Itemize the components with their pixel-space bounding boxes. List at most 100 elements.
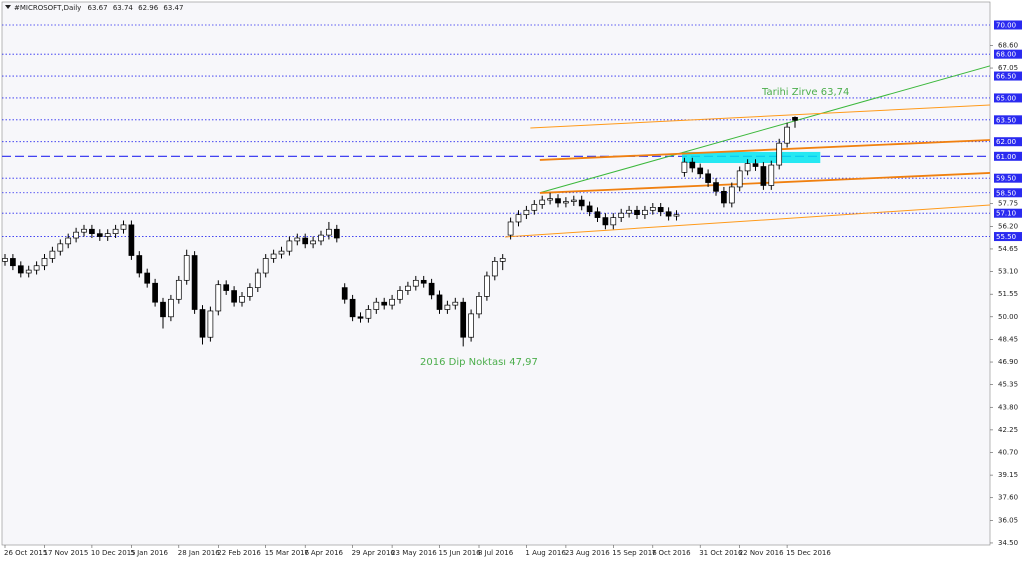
candle-body bbox=[507, 221, 514, 236]
candle-body bbox=[33, 265, 40, 271]
y-tick-label: 53.10 bbox=[998, 268, 1018, 276]
y-tick-label: 36.05 bbox=[998, 516, 1018, 524]
candle-body bbox=[160, 301, 166, 318]
candle-body bbox=[405, 285, 411, 291]
candle-body bbox=[373, 301, 380, 310]
x-tick-label: 15 Mar 2016 bbox=[265, 549, 310, 557]
level-label: 70.00 bbox=[996, 21, 1016, 29]
candle-body bbox=[357, 316, 364, 319]
x-tick-label: 28 Jan 2016 bbox=[178, 549, 221, 557]
candle-body bbox=[602, 217, 609, 226]
candle-body bbox=[49, 250, 56, 259]
candle-body bbox=[618, 212, 625, 218]
trendline bbox=[505, 204, 990, 238]
trendline bbox=[530, 104, 990, 129]
candle-body bbox=[231, 290, 237, 303]
trendline bbox=[539, 139, 990, 161]
candle-body bbox=[191, 255, 198, 310]
candle-body bbox=[665, 211, 672, 217]
menu-arrow[interactable] bbox=[5, 5, 11, 9]
candle-body bbox=[239, 296, 245, 303]
candle-body bbox=[136, 255, 143, 274]
candle-body bbox=[247, 287, 253, 297]
x-tick-label: 8 Jul 2016 bbox=[478, 549, 514, 557]
x-tick-label: 17 Nov 2015 bbox=[44, 549, 89, 557]
candle-body bbox=[468, 313, 474, 338]
candle-body bbox=[515, 214, 522, 223]
y-tick-label: 42.25 bbox=[998, 426, 1018, 434]
candle-body bbox=[286, 240, 293, 252]
candle-body bbox=[523, 209, 530, 216]
candle-body bbox=[326, 228, 332, 236]
candle-body bbox=[476, 296, 482, 315]
level-label-box bbox=[994, 49, 1022, 59]
x-tick-label: 22 Nov 2016 bbox=[739, 549, 784, 557]
annotation: 2016 Dip Noktası 47,97 bbox=[420, 357, 538, 368]
y-tick-label: 34.50 bbox=[998, 539, 1018, 547]
candle-body bbox=[689, 161, 696, 169]
x-tick-label: 22 Feb 2016 bbox=[217, 549, 261, 557]
candle-body bbox=[697, 167, 704, 175]
y-tick-label: 45.35 bbox=[998, 381, 1018, 389]
level-label-box bbox=[994, 71, 1022, 81]
candle-body bbox=[634, 209, 640, 216]
level-label: 61.00 bbox=[996, 153, 1016, 161]
candle-body bbox=[649, 207, 656, 211]
candle-body bbox=[183, 255, 190, 281]
plot-layer bbox=[2, 24, 990, 347]
level-label: 63.50 bbox=[996, 116, 1016, 124]
y-tick-label: 46.90 bbox=[998, 358, 1018, 366]
candle-body bbox=[642, 209, 648, 216]
y-tick-label: 48.45 bbox=[998, 335, 1018, 343]
candle-body bbox=[262, 258, 269, 274]
candle-body bbox=[199, 309, 206, 338]
candle-body bbox=[436, 294, 443, 310]
level-label: 59.50 bbox=[996, 175, 1016, 183]
candle-body bbox=[594, 211, 601, 218]
x-tick-label: 15 Sep 2016 bbox=[612, 549, 657, 557]
candle-body bbox=[318, 234, 324, 242]
candle-body bbox=[89, 228, 95, 234]
chart-header: #MICROSOFT,Daily 63.67 63.74 62.96 63.47 bbox=[14, 4, 183, 12]
y-tick-label: 56.20 bbox=[998, 222, 1018, 230]
low-value: 62.96 bbox=[138, 4, 159, 12]
level-label-box bbox=[994, 208, 1022, 218]
candle-body bbox=[333, 228, 340, 239]
y-tick-label: 67.05 bbox=[998, 64, 1018, 72]
level-label-box bbox=[994, 188, 1022, 198]
candle-body bbox=[547, 198, 553, 201]
candle-body bbox=[491, 261, 498, 277]
candle-body bbox=[215, 284, 222, 312]
candle-body bbox=[705, 173, 711, 183]
level-label-box bbox=[994, 232, 1022, 242]
x-tick-label: 15 Dec 2016 bbox=[786, 549, 831, 557]
x-tick-label: 26 Oct 2015 bbox=[4, 549, 47, 557]
level-label-box bbox=[994, 20, 1022, 30]
candle-body bbox=[41, 258, 48, 267]
candle-body bbox=[302, 237, 309, 245]
candle-body bbox=[389, 298, 395, 306]
candle-body bbox=[673, 214, 680, 217]
candle-body bbox=[397, 290, 403, 300]
candle-body bbox=[768, 164, 775, 186]
x-tick-label: 5 Jan 2016 bbox=[130, 549, 168, 557]
candle-body bbox=[776, 142, 783, 166]
candle-body bbox=[736, 170, 743, 188]
annotation: Tarihi Zirve 63,74 bbox=[761, 87, 849, 98]
level-label: 55.50 bbox=[996, 233, 1016, 241]
candle-body bbox=[420, 279, 427, 284]
y-tick-label: 39.15 bbox=[998, 471, 1018, 479]
x-tick-label: 7 Apr 2016 bbox=[304, 549, 343, 557]
candle-body bbox=[96, 233, 103, 237]
y-tick-label: 68.60 bbox=[998, 41, 1018, 49]
candle-body bbox=[168, 298, 174, 318]
level-label-box bbox=[994, 151, 1022, 161]
x-tick-label: 10 Dec 2015 bbox=[91, 549, 136, 557]
candle-body bbox=[10, 258, 16, 267]
level-label: 65.00 bbox=[996, 94, 1016, 102]
candle-body bbox=[792, 116, 798, 121]
candle-body bbox=[17, 265, 24, 274]
close-value: 63.47 bbox=[163, 4, 183, 12]
candle-body bbox=[175, 279, 182, 300]
